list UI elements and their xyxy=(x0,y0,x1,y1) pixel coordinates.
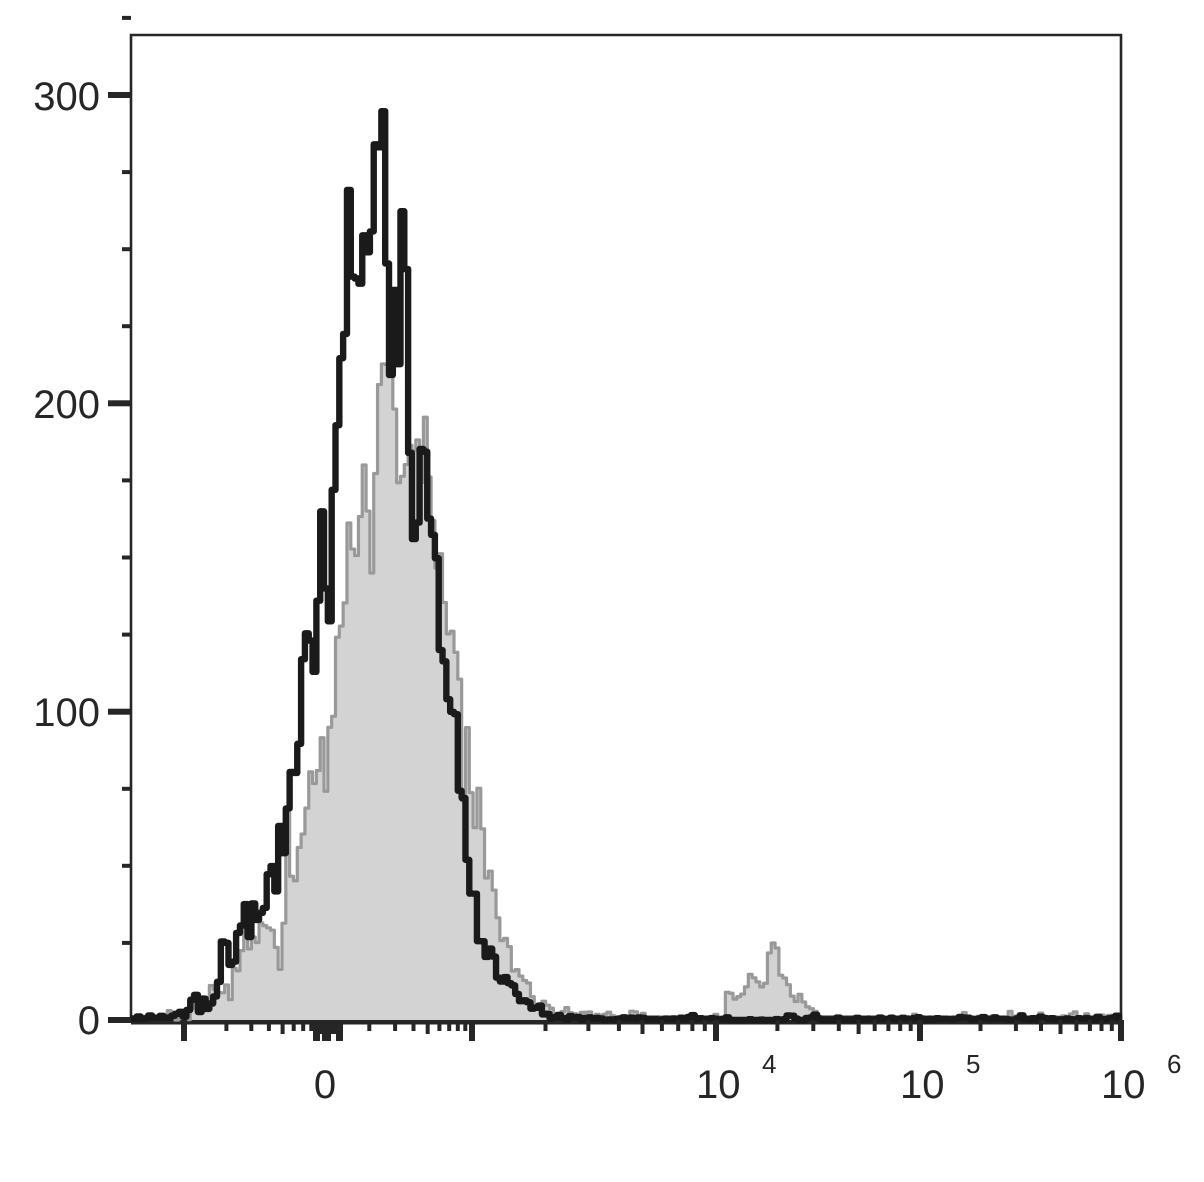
svg-text:0: 0 xyxy=(78,999,100,1043)
svg-text:10: 10 xyxy=(1101,1063,1146,1107)
svg-text:4: 4 xyxy=(762,1049,776,1079)
svg-text:0: 0 xyxy=(314,1063,336,1107)
svg-text:10: 10 xyxy=(900,1063,945,1107)
svg-text:6: 6 xyxy=(1167,1049,1181,1079)
svg-text:5: 5 xyxy=(966,1049,980,1079)
svg-text:200: 200 xyxy=(33,383,100,427)
svg-text:300: 300 xyxy=(33,75,100,119)
svg-text:100: 100 xyxy=(33,691,100,735)
svg-text:10: 10 xyxy=(696,1063,741,1107)
